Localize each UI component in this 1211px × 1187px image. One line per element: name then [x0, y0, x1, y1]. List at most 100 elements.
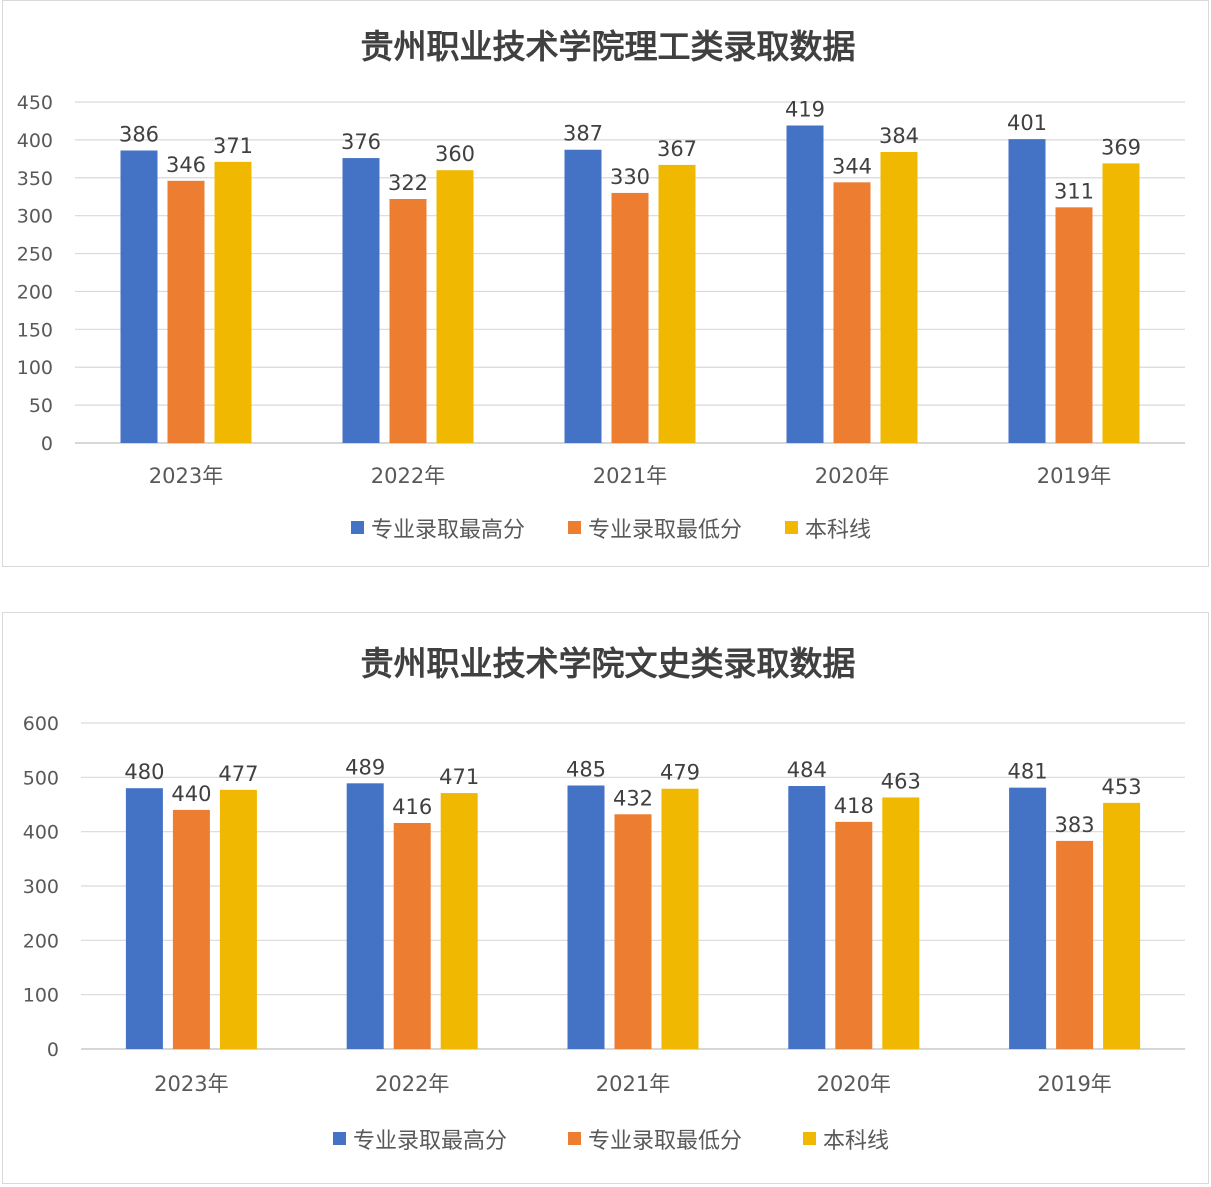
bar	[1009, 787, 1047, 1049]
data-label: 432	[613, 786, 653, 810]
y-tick-label: 0	[47, 1039, 59, 1061]
bar	[1008, 139, 1046, 443]
data-label: 419	[785, 97, 825, 121]
data-label: 477	[218, 762, 258, 786]
x-tick-label: 2022年	[371, 464, 445, 488]
bar	[661, 788, 699, 1049]
bar	[786, 125, 824, 443]
y-tick-label: 0	[41, 433, 53, 455]
legend-label: 专业录取最高分	[353, 1129, 507, 1154]
data-label: 369	[1101, 135, 1141, 159]
chart-panel-science: 贵州职业技术学院理工类录取数据 0 50 100 150 200 250 300 350 400 4…	[2, 0, 1209, 567]
bar	[880, 152, 918, 443]
data-label: 479	[660, 761, 700, 785]
bar	[1055, 207, 1093, 443]
legend-swatch	[803, 1132, 816, 1145]
bar	[614, 814, 652, 1049]
y-tick-label: 400	[17, 130, 53, 152]
x-tick-label: 2019年	[1037, 1072, 1111, 1096]
bar	[1103, 802, 1141, 1049]
bar	[882, 797, 920, 1049]
y-tick-label: 450	[17, 92, 53, 114]
legend-label: 专业录取最低分	[588, 518, 742, 543]
data-label: 387	[563, 122, 603, 146]
bar	[835, 821, 873, 1049]
legend-label: 本科线	[805, 518, 871, 543]
bar	[567, 785, 605, 1049]
data-label: 485	[566, 757, 606, 781]
bar	[436, 170, 474, 443]
data-label: 330	[610, 165, 650, 189]
bar	[120, 150, 158, 443]
legend-swatch	[568, 521, 581, 534]
y-tick-label: 50	[29, 395, 53, 417]
data-label: 401	[1007, 111, 1047, 135]
data-label: 484	[787, 758, 827, 782]
legend-swatch	[785, 521, 798, 534]
data-label: 383	[1055, 813, 1095, 837]
data-label: 344	[832, 154, 872, 178]
x-tick-label: 2021年	[593, 464, 667, 488]
data-label: 384	[879, 124, 919, 148]
data-label: 360	[435, 142, 475, 166]
chart-liberal-arts-svg: 贵州职业技术学院文史类录取数据 0 100 200 300 400 500 600 480 440…	[23, 644, 1185, 1154]
bar	[788, 786, 826, 1049]
bar	[1102, 163, 1140, 443]
legend-swatch	[568, 1132, 581, 1145]
x-tick-label: 2019年	[1037, 464, 1111, 488]
panel-gap	[0, 567, 1211, 612]
data-label: 371	[213, 134, 253, 158]
chart-science-svg: 贵州职业技术学院理工类录取数据 0 50 100 150 200 250 300 350 400 4…	[17, 27, 1185, 543]
bar	[214, 161, 252, 443]
data-label: 440	[171, 782, 211, 806]
data-label: 481	[1008, 760, 1048, 784]
bar	[219, 789, 257, 1049]
bar	[346, 783, 384, 1049]
data-label: 346	[166, 153, 206, 177]
chart-panel-liberal-arts: 贵州职业技术学院文史类录取数据 0 100 200 300 400 500 600 480 440…	[2, 612, 1209, 1184]
x-tick-label: 2023年	[154, 1072, 228, 1096]
bar	[1056, 840, 1094, 1049]
y-tick-label: 200	[23, 930, 59, 952]
x-tick-label: 2020年	[815, 464, 889, 488]
data-label: 418	[834, 794, 874, 818]
legend-label: 本科线	[823, 1129, 889, 1154]
legend-swatch	[351, 521, 364, 534]
y-tick-label: 500	[23, 767, 59, 789]
x-tick-label: 2023年	[149, 464, 223, 488]
data-label: 311	[1054, 179, 1094, 203]
chart-title: 贵州职业技术学院理工类录取数据	[361, 27, 856, 66]
y-tick-label: 200	[17, 281, 53, 303]
x-tick-label: 2021年	[596, 1072, 670, 1096]
data-label: 376	[341, 130, 381, 154]
y-tick-label: 300	[23, 876, 59, 898]
data-label: 367	[657, 137, 697, 161]
bar	[658, 164, 696, 443]
y-tick-label: 150	[17, 319, 53, 341]
x-tick-label: 2022年	[375, 1072, 449, 1096]
data-label: 463	[881, 769, 921, 793]
data-label: 416	[392, 795, 432, 819]
data-label: 453	[1102, 775, 1142, 799]
y-tick-label: 100	[23, 985, 59, 1007]
bar	[125, 788, 163, 1049]
legend-swatch	[333, 1132, 346, 1145]
bar	[393, 822, 431, 1049]
bar	[167, 180, 205, 443]
bar	[611, 192, 649, 443]
y-tick-label: 350	[17, 168, 53, 190]
chart-title: 贵州职业技术学院文史类录取数据	[361, 644, 856, 683]
data-label: 480	[124, 760, 164, 784]
bar	[440, 793, 478, 1049]
data-label: 322	[388, 171, 428, 195]
data-label: 471	[439, 765, 479, 789]
y-tick-label: 250	[17, 244, 53, 266]
data-label: 489	[345, 755, 385, 779]
y-tick-label: 600	[23, 713, 59, 735]
data-label: 386	[119, 122, 159, 146]
y-tick-label: 300	[17, 206, 53, 228]
y-tick-label: 100	[17, 357, 53, 379]
bar	[342, 158, 380, 443]
bar	[833, 182, 871, 443]
legend-label: 专业录取最低分	[588, 1129, 742, 1154]
